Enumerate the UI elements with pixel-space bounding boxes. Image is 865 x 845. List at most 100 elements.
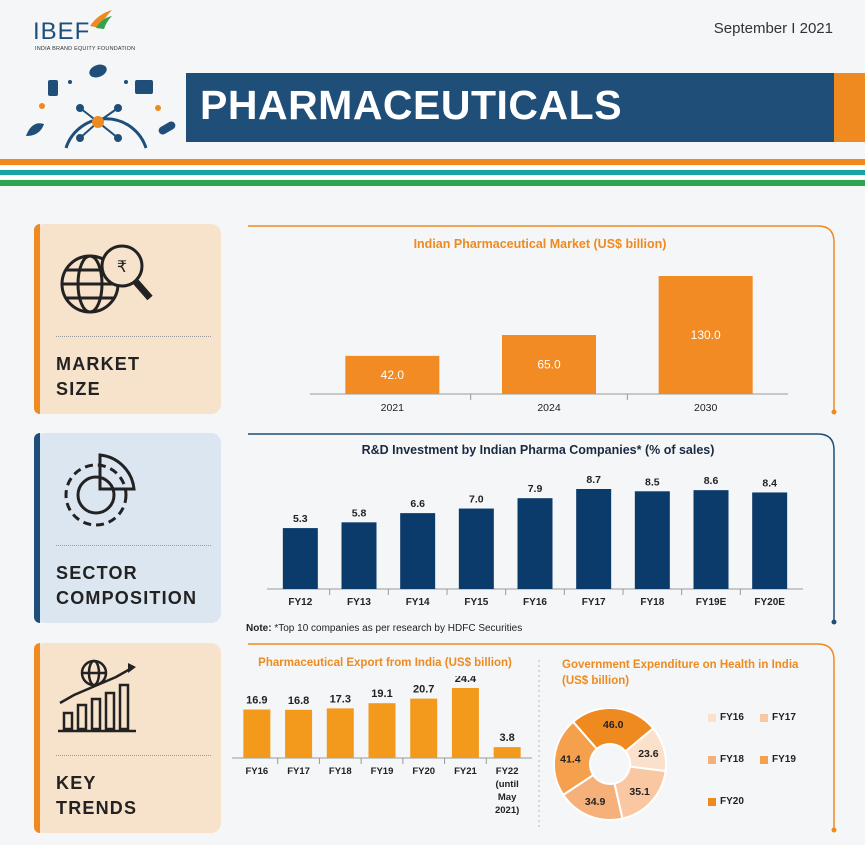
x-tick-label: FY18 — [329, 766, 352, 777]
donut-label: 35.1 — [629, 786, 650, 798]
chart-title-export: Pharmaceutical Export from India (US$ bi… — [258, 657, 512, 669]
legend-label: FY17 — [772, 712, 796, 723]
stripe-green — [0, 180, 865, 186]
legend-swatch — [708, 713, 716, 722]
data-label: 8.7 — [586, 474, 601, 486]
page-title: PHARMACEUTICALS — [200, 82, 623, 128]
title-accent-block — [834, 73, 865, 142]
legend-label: FY19 — [772, 754, 796, 765]
bar-fy13 — [341, 522, 377, 589]
chart-note: Note: *Top 10 companies as per research … — [246, 623, 523, 634]
legend-item-fy16: FY16 — [708, 712, 744, 723]
donut-label: 41.4 — [560, 754, 581, 766]
globe-rupee-magnifier-icon: ₹ — [60, 244, 153, 314]
pharma-molecule-icon — [26, 64, 176, 149]
legend-swatch — [708, 755, 716, 764]
data-label: 19.1 — [371, 688, 392, 700]
bar-fy20 — [410, 698, 438, 758]
bar-fy16 — [517, 498, 553, 589]
x-tick-label: (until — [496, 779, 519, 790]
x-tick-label: FY19 — [371, 766, 394, 777]
x-tick-label: 2021) — [495, 805, 519, 816]
legend-item-fy18: FY18 — [708, 754, 744, 765]
logo-wordmark: IBEF — [33, 18, 91, 45]
chart-title-health: Government Expenditure on Health in Indi… — [562, 659, 799, 687]
legend-label: FY18 — [720, 754, 744, 765]
card-market-size: ₹ MARKET SIZE — [34, 224, 221, 414]
data-label: 16.9 — [246, 695, 267, 707]
chart-rnd: 5.3 FY12 5.8 FY13 6.6 FY14 7.0 FY15 7.9 FY16 8.7 FY… — [267, 474, 803, 608]
stripe-orange — [0, 159, 865, 165]
x-tick-label: FY12 — [288, 597, 312, 608]
bar-fy19e — [693, 490, 729, 589]
chart-title-market: Indian Pharmaceutical Market (US$ billio… — [413, 237, 667, 251]
globe-growth-chart-icon — [58, 659, 136, 733]
x-tick-label: FY15 — [464, 597, 488, 608]
data-label: 7.9 — [528, 483, 543, 495]
x-tick-label: FY20 — [412, 766, 435, 777]
bar-2021 — [345, 355, 440, 394]
donut-slice-fy20 — [571, 708, 655, 753]
gear-pie-icon — [64, 453, 136, 527]
legend-item-fy20: FY20 — [708, 796, 744, 807]
title-banner — [186, 73, 834, 142]
data-label: 5.3 — [293, 513, 308, 525]
donut-label: 34.9 — [585, 796, 606, 808]
bar-fy17 — [285, 709, 313, 758]
bar-2030 — [658, 276, 753, 394]
bird-logo-icon — [90, 10, 112, 29]
svg-text:₹: ₹ — [117, 259, 127, 276]
chart-legend-health: FY16 FY17 FY18 FY19 FY20 — [708, 712, 818, 822]
legend-item-fy19: FY19 — [760, 754, 796, 765]
card-sector-composition: SECTOR COMPOSITION — [34, 433, 221, 623]
donut-label: 46.0 — [603, 719, 624, 731]
data-label: 20.7 — [413, 684, 434, 696]
publication-date: September I 2021 — [713, 20, 833, 37]
data-label: 8.6 — [704, 475, 719, 487]
x-tick-label: May — [498, 792, 517, 803]
card-key-trends: KEY TRENDS — [34, 643, 221, 833]
bar-fy17 — [576, 489, 612, 589]
legend-swatch — [708, 797, 716, 806]
data-label: 7.0 — [469, 494, 484, 506]
chart-market: 42.0 2021 65.0 2024 130.0 2030 — [310, 276, 788, 414]
bar-fy18 — [326, 708, 354, 758]
chart-export: 16.9 FY16 16.8 FY17 17.3 FY18 19.1 FY19 20.7 FY20… — [232, 676, 532, 816]
logo-subtext: INDIA BRAND EQUITY FOUNDATION — [35, 46, 136, 52]
x-tick-label: 2030 — [694, 402, 718, 414]
legend-item-fy17: FY17 — [760, 712, 796, 723]
bar-fy14 — [400, 513, 436, 589]
data-label: 65.0 — [537, 358, 561, 372]
data-label: 3.8 — [499, 732, 514, 744]
section-label-trends: KEY TRENDS — [56, 773, 138, 818]
x-tick-label: FY17 — [582, 597, 606, 608]
x-tick-label: FY22 — [496, 766, 519, 777]
bar-fy15 — [458, 508, 494, 589]
bar-fy18 — [634, 491, 670, 589]
data-label: 5.8 — [352, 507, 367, 519]
donut-label: 23.6 — [638, 748, 659, 760]
stripe-teal — [0, 170, 865, 175]
bar-2024 — [502, 335, 596, 394]
x-tick-label: 2024 — [537, 402, 561, 414]
x-tick-label: FY19E — [696, 597, 727, 608]
data-label: 42.0 — [381, 368, 405, 382]
section-label-market: MARKET SIZE — [56, 354, 141, 399]
data-label: 8.4 — [762, 477, 777, 489]
legend-swatch — [760, 713, 768, 722]
chart-title-rnd: R&D Investment by Indian Pharma Companie… — [361, 443, 715, 457]
x-tick-label: FY21 — [454, 766, 477, 777]
legend-label: FY20 — [720, 796, 744, 807]
chart-health: 23.6 35.1 34.9 41.4 46.0 — [553, 708, 667, 821]
data-label: 16.8 — [288, 695, 309, 707]
data-label: 8.5 — [645, 476, 660, 488]
data-label: 17.3 — [330, 693, 351, 705]
bar-fy16 — [243, 709, 271, 758]
x-tick-label: FY14 — [406, 597, 430, 608]
donut-slice-fy19 — [553, 720, 599, 797]
x-tick-label: FY16 — [245, 766, 268, 777]
x-tick-label: FY16 — [523, 597, 547, 608]
bar-fy19 — [368, 703, 396, 758]
x-tick-label: FY13 — [347, 597, 371, 608]
